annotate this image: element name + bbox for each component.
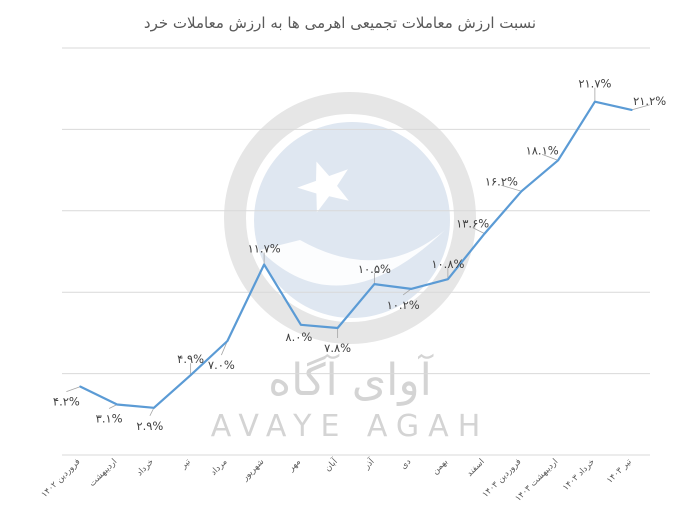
data-label: ۱۰.۲% [387,298,420,312]
data-label: ۱۸.۱% [526,143,559,157]
data-label: ۴.۹% [177,352,204,366]
x-tick-label: آبان [322,455,341,474]
data-label: ۱۰.۸% [431,257,464,271]
data-label: ۸.۰% [285,330,312,344]
avaye-agah-logo-icon [224,92,476,344]
series-line [79,100,633,409]
leader-line [66,386,81,393]
leader-line [472,227,485,234]
data-label: ۱۱.۷% [248,242,281,256]
gridlines [62,47,650,456]
leader-line [631,104,650,111]
series-layer [79,100,633,409]
x-tick-label: بهمن [430,457,450,477]
x-tick-label: فروردین ۱۴۰۲ [40,457,83,500]
leader-line [108,404,118,409]
x-tick-label: اسفند [465,457,487,479]
x-tick-label: دی [399,457,414,472]
x-tick-label: اردیبهشت [87,457,119,489]
x-tick-label: آذر [360,455,377,472]
x-tick-label: مهر [286,457,303,474]
data-label: ۱۶.۲% [485,174,518,188]
data-label: ۳.۱% [96,412,123,426]
watermark: آوای آگاه AVAYE AGAH [211,92,490,444]
x-tick-label: خرداد ۱۴۰۳ [561,457,597,493]
data-label: ۱۳.۶% [456,217,489,231]
leader-line [541,153,559,161]
x-tick-label: تیر ۱۴۰۳ [605,457,634,486]
leader-line [501,184,522,192]
data-label: ۲۱.۷% [578,77,611,91]
data-label: ۱۰.۵% [358,262,391,276]
chart-title: نسبت ارزش معاملات تجمیعی اهرمی ها به ارز… [144,14,536,32]
x-tick-label: تیر [178,457,193,472]
watermark-name-fa: آوای آگاه [268,353,434,406]
x-tick-label: شهریور [240,457,267,484]
data-label: ۲.۹% [136,419,163,433]
x-axis-tick-labels: فروردین ۱۴۰۲ اردیبهشت خرداد تیر مرداد شهریور م… [40,455,635,504]
x-tick-label: مرداد [209,457,230,478]
data-label: ۷.۸% [324,341,351,355]
watermark-name-en: AVAYE AGAH [211,409,490,444]
data-label: ۴.۲% [53,395,80,409]
leader-line [149,407,155,416]
leader-line [402,288,412,296]
data-label: ۲۱.۲% [633,94,666,108]
x-tick-label: خرداد [135,457,156,478]
data-label: ۷.۰% [208,358,235,372]
leader-lines [66,87,650,416]
data-labels: ۴.۲% ۳.۱% ۲.۹% ۴.۹% ۷.۰% ۱۱.۷% ۸.۰% ۷.۸% ۱۰.۵% ۱۰… [53,77,666,433]
